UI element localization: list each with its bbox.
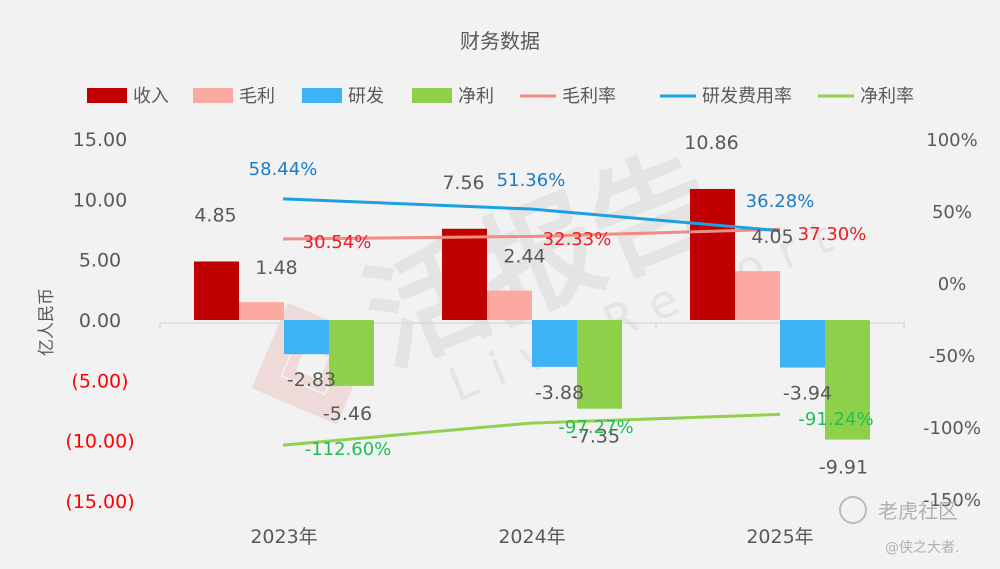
series-line [282,412,781,447]
bar [825,320,870,440]
corner-mark-line1: 老虎社区 [878,499,958,523]
bar [577,320,622,409]
line-series [282,197,781,447]
legend-entry: 收入 [133,86,169,107]
right-tick-label: -50% [929,346,976,367]
left-tick-label: 0.00 [79,310,121,332]
line-value-label: 32.33% [543,229,612,250]
line-value-label: -112.60% [305,439,392,460]
bar [329,320,374,386]
bar-value-label: 1.48 [255,257,297,279]
right-tick-label: -150% [923,490,981,511]
legend-entry: 毛利率 [562,86,616,107]
data-labels: 4.85 7.56 10.86 1.48 2.44 4.05 -2.83 -3.88 -3.94… [194,132,873,479]
legend-swatch [302,88,342,103]
line-value-label: -97.27% [558,417,633,438]
category-labels: 2023年 2024年 2025年 [250,526,813,548]
bar-value-label: 4.85 [194,204,236,226]
bar-value-label: -7.35 [571,426,620,448]
legend-swatch [87,88,127,103]
legend-entry: 净利率 [860,86,914,107]
legend-entry: 研发费用率 [702,86,792,107]
left-tick-label: 15.00 [73,129,127,151]
left-axis: 15.00 10.00 5.00 0.00 (5.00) (10.00) (15.00) [65,129,134,513]
legend: 收入 毛利 研发 净利 毛利率 研发费用率 净利率 [87,86,914,107]
category-label: 2023年 [250,526,317,548]
corner-mark-line2: @侠之大者. [885,540,959,556]
series-line [282,227,781,241]
legend-entry: 研发 [348,86,384,107]
legend-swatch [193,88,233,103]
bar [239,302,284,320]
left-tick-label: (5.00) [71,370,128,392]
left-tick-label: 5.00 [79,250,121,272]
category-label: 2024年 [498,526,565,548]
bar-value-label: 7.56 [442,172,484,194]
line-value-label: 30.54% [303,232,372,253]
line-value-label: -91.24% [798,409,873,430]
series-line [282,197,781,233]
left-tick-label: 10.00 [73,189,127,211]
right-tick-label: 50% [932,202,972,223]
bar [487,290,532,320]
bar [284,320,329,355]
right-tick-label: 100% [926,130,977,151]
bar [532,320,577,367]
bar [690,188,735,320]
corner-mark: 老虎社区 @侠之大者. [839,496,959,556]
chart-title: 财务数据 [460,29,540,53]
bar [735,271,780,320]
right-tick-label: -100% [923,418,981,439]
bar-value-label: 4.05 [751,226,793,248]
right-axis: 100% 50% 0% -50% -100% -150% [923,130,981,511]
y-axis-title: 亿人民币 [37,288,57,356]
corner-mark-icon [839,496,867,524]
bar [194,261,239,320]
right-tick-label: 0% [938,274,967,295]
line-value-label: 37.30% [798,224,867,245]
line-value-label: 51.36% [497,170,566,191]
line-value-label: 58.44% [249,159,318,180]
line-value-label: 36.28% [746,191,815,212]
bar [442,228,487,320]
category-label: 2025年 [746,526,813,548]
legend-entry: 净利 [458,86,494,107]
bar-value-label: -2.83 [287,369,336,391]
bar [780,320,825,368]
x-axis-ticks [159,323,905,329]
bar-value-label: 2.44 [503,246,545,268]
bar-value-label: -3.88 [535,382,584,404]
bar-series [194,188,870,440]
bar-value-label: -3.94 [783,383,832,405]
bar-value-label: 10.86 [684,132,738,154]
legend-entry: 毛利 [239,86,275,107]
legend-swatch [412,88,452,103]
bar-value-label: -5.46 [323,403,372,425]
left-tick-label: (15.00) [65,491,134,513]
left-tick-label: (10.00) [65,431,134,453]
bar-value-label: -9.91 [819,457,868,479]
